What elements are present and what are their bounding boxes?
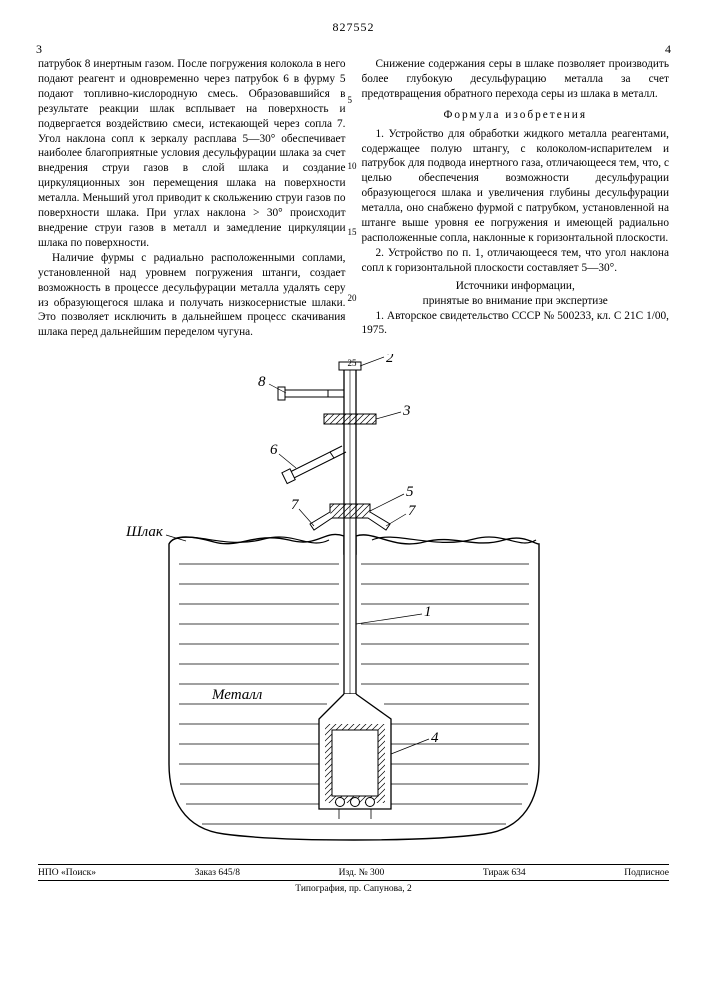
callout-4: 4 [431, 730, 439, 746]
line-number: 10 [348, 161, 357, 173]
footer-bar: НПО «Поиск» Заказ 645/8 Изд. № 300 Тираж… [38, 864, 669, 878]
figure-container: 1 2 3 4 5 6 7 7 8 Шлак Металл [38, 354, 669, 854]
sources-sub: принятые во внимание при экспертизе [362, 294, 670, 309]
line-number: 5 [348, 95, 353, 107]
right-p1: Снижение содержания серы в шлаке позволя… [362, 57, 670, 102]
footer-line2: Типография, пр. Сапунова, 2 [38, 884, 669, 894]
callout-7l: 7 [291, 497, 300, 513]
line-number: 15 [348, 227, 357, 239]
label-metall: Металл [211, 687, 263, 703]
line-number: 20 [348, 293, 357, 305]
callout-7r: 7 [408, 503, 417, 519]
patent-number: 827552 [38, 20, 669, 35]
right-p4: 1. Авторское свидетельство СССР № 500233… [362, 309, 670, 339]
sources-heading: Источники информации, [362, 279, 670, 294]
callout-8: 8 [258, 374, 266, 390]
footer-c: Изд. № 300 [339, 868, 385, 878]
callout-1: 1 [424, 604, 432, 620]
right-column: 4 5 10 15 20 25 Снижение содержания серы… [362, 43, 670, 340]
line-number: 25 [348, 358, 357, 370]
label-shlak: Шлак [125, 524, 164, 540]
callout-2: 2 [386, 354, 394, 366]
patent-figure: 1 2 3 4 5 6 7 7 8 Шлак Металл [124, 354, 584, 854]
left-p1: патрубок 8 инертным газом. После погруже… [38, 57, 346, 251]
footer-a: НПО «Поиск» [38, 868, 96, 878]
right-p2: 1. Устройство для обработки жидкого мета… [362, 127, 670, 246]
left-p2: Наличие фурмы с радиально расположенными… [38, 251, 346, 340]
text-columns: 3 патрубок 8 инертным газом. После погру… [38, 43, 669, 340]
footer-e: Подписное [624, 868, 669, 878]
callout-3: 3 [402, 403, 411, 419]
page-number-right: 4 [665, 42, 671, 58]
callout-6: 6 [270, 442, 278, 458]
page-number-left: 3 [36, 42, 42, 58]
page-root: 827552 3 патрубок 8 инертным газом. Посл… [0, 0, 707, 904]
callout-5: 5 [406, 484, 414, 500]
right-p3: 2. Устройство по п. 1, отличающееся тем,… [362, 246, 670, 276]
footer-b: Заказ 645/8 [195, 868, 240, 878]
formula-heading: Формула изобретения [362, 108, 670, 123]
left-column: 3 патрубок 8 инертным газом. После погру… [38, 43, 346, 340]
footer-d: Тираж 634 [483, 868, 526, 878]
